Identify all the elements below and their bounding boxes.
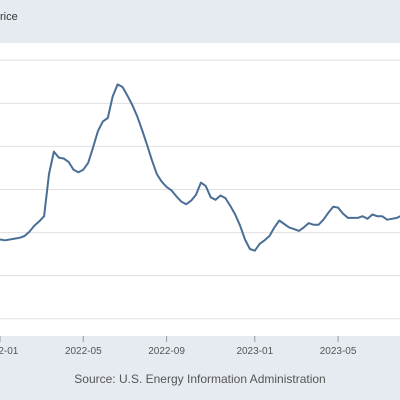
x-tick-label: 2023-01 xyxy=(236,346,273,357)
x-axis-ticks: 2022-01 2022-05 2022-09 2023-01 2023-05 xyxy=(0,336,357,357)
series-line xyxy=(0,83,400,252)
series-layer xyxy=(0,83,400,252)
x-tick-label: 2022-05 xyxy=(65,346,102,357)
x-tick-label: 2022-01 xyxy=(0,346,19,357)
x-tick-label: 2022-09 xyxy=(148,346,185,357)
chart-title: rice xyxy=(0,11,18,23)
grid-lines xyxy=(0,59,400,320)
x-tick-label: 2023-05 xyxy=(320,346,357,357)
source-credit: Source: U.S. Energy Information Administ… xyxy=(74,372,326,386)
